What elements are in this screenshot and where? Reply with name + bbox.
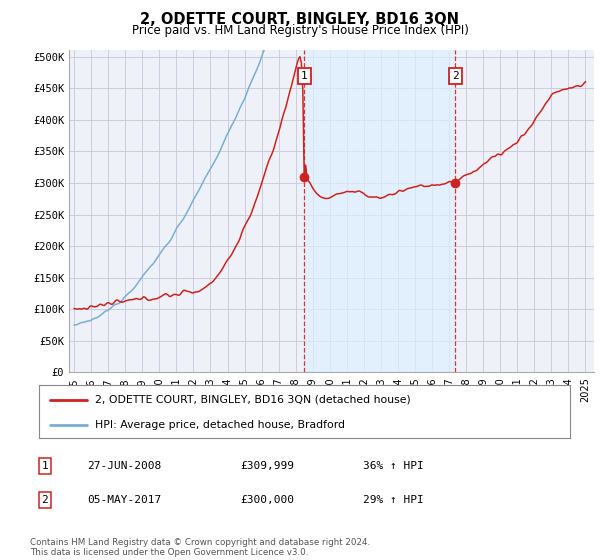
Text: 05-MAY-2017: 05-MAY-2017 xyxy=(87,495,161,505)
Text: Price paid vs. HM Land Registry's House Price Index (HPI): Price paid vs. HM Land Registry's House … xyxy=(131,24,469,37)
Bar xyxy=(304,50,455,372)
Text: 2: 2 xyxy=(41,495,49,505)
Text: Contains HM Land Registry data © Crown copyright and database right 2024.
This d: Contains HM Land Registry data © Crown c… xyxy=(30,538,370,557)
Text: 2, ODETTE COURT, BINGLEY, BD16 3QN (detached house): 2, ODETTE COURT, BINGLEY, BD16 3QN (deta… xyxy=(95,395,410,405)
Text: 36% ↑ HPI: 36% ↑ HPI xyxy=(363,461,424,471)
Text: 2: 2 xyxy=(452,71,458,81)
Text: 1: 1 xyxy=(301,71,307,81)
Text: 2, ODETTE COURT, BINGLEY, BD16 3QN: 2, ODETTE COURT, BINGLEY, BD16 3QN xyxy=(140,12,460,27)
Text: 1: 1 xyxy=(41,461,49,471)
Text: 27-JUN-2008: 27-JUN-2008 xyxy=(87,461,161,471)
Text: HPI: Average price, detached house, Bradford: HPI: Average price, detached house, Brad… xyxy=(95,420,345,430)
Text: £309,999: £309,999 xyxy=(240,461,294,471)
Text: £300,000: £300,000 xyxy=(240,495,294,505)
Text: 29% ↑ HPI: 29% ↑ HPI xyxy=(363,495,424,505)
